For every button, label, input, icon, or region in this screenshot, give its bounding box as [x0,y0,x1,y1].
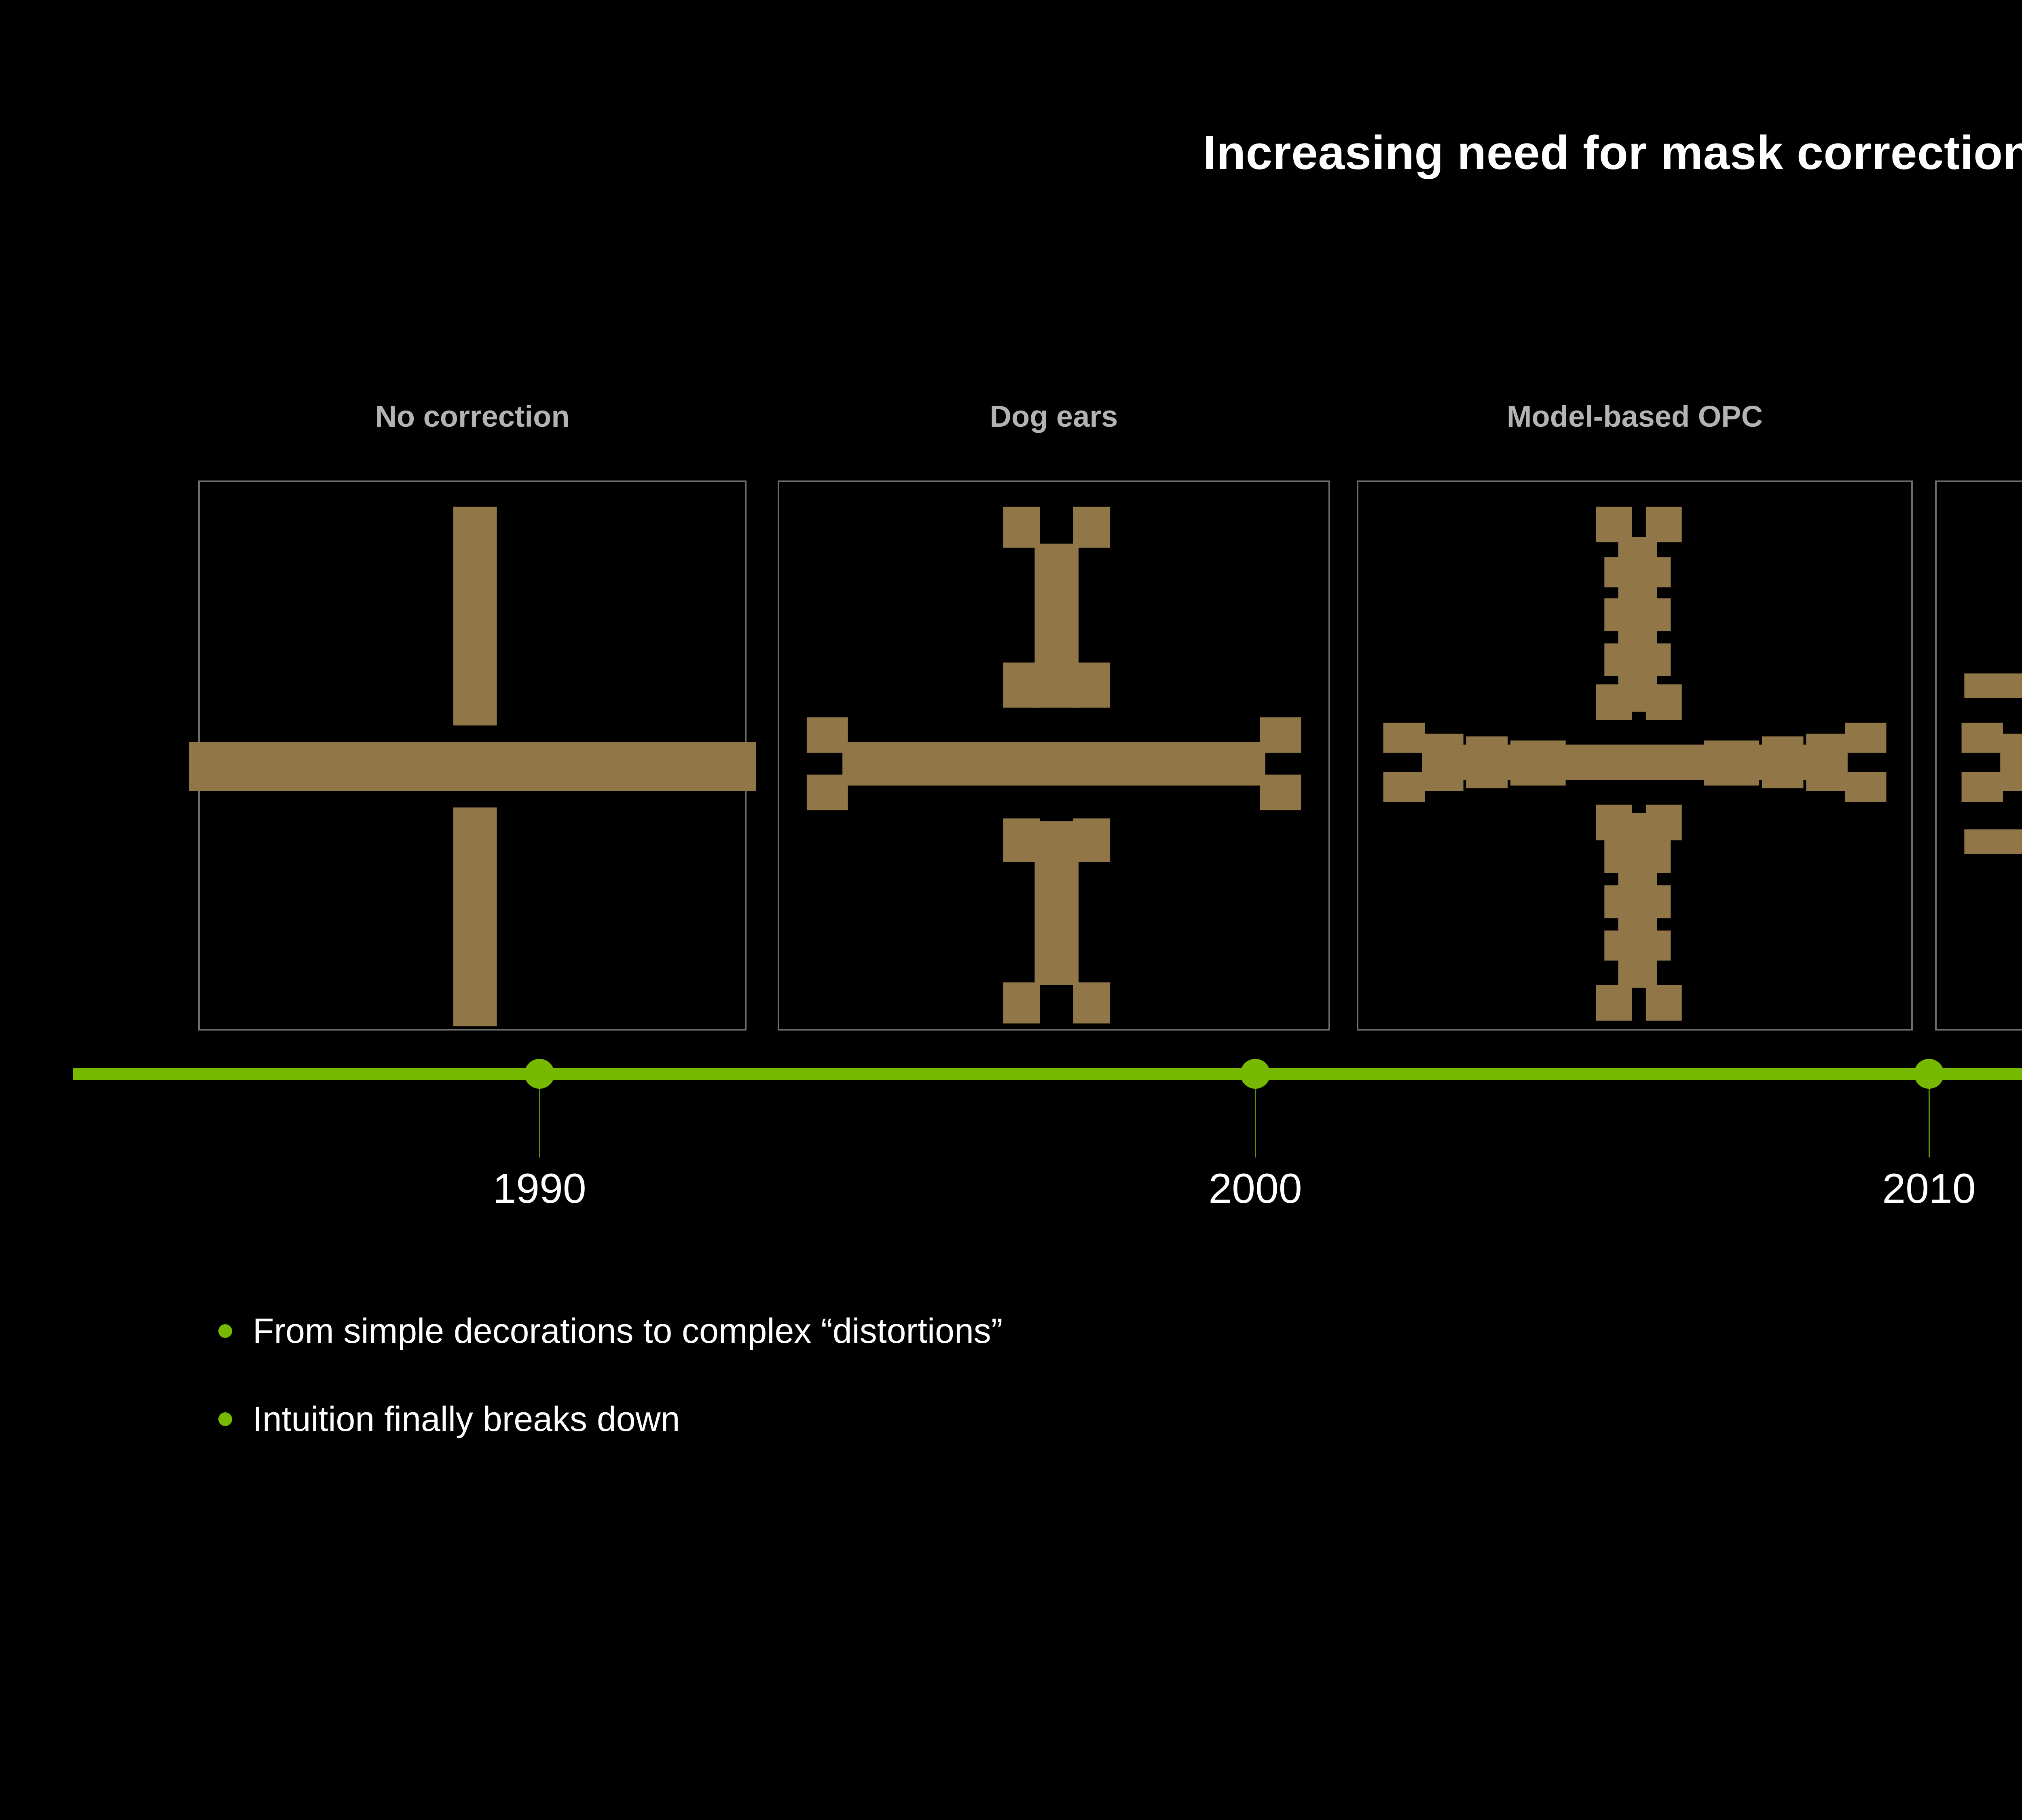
panel-header-opc-assist-features: OPC + rule-based assist features [1917,336,2022,400]
bullet-list: From simple decorations to complex “dist… [210,1310,2022,1487]
timeline-stem-2000 [1255,1089,1256,1158]
page-title: Increasing need for mask correction [1203,126,2022,180]
panel-header-no-correction: No correction [375,400,570,433]
fragmented-cross-with-srafs-shape [1961,673,2022,854]
panel-header-line-2: assist features [1917,368,2022,400]
timeline: 1990 2000 2010 2020 [0,1035,2022,1212]
bullet-text: Intuition finally breaks down [253,1400,680,1439]
list-item: From simple decorations to complex “dist… [210,1310,2022,1352]
timeline-year-1990: 1990 [493,1165,586,1212]
timeline-marker-2010 [1914,1059,1944,1089]
timeline-year-2010: 2010 [1882,1165,1976,1212]
bullet-dot-icon [218,1324,232,1338]
mask-panel-opc-assist-features [1935,480,2022,1031]
timeline-marker-2000 [1240,1059,1270,1089]
fragmented-cross-shape [1383,506,1887,1021]
mask-panel-dog-ears [778,480,1330,1031]
timeline-axis-line [73,1068,2022,1080]
bullet-dot-icon [218,1412,232,1426]
mask-panel-model-based-opc [1357,480,1913,1031]
simple-cross-shape [189,506,756,1026]
timeline-marker-1990 [525,1059,554,1089]
mask-panel-no-correction [189,480,756,1031]
list-item: Intuition finally breaks down [210,1399,2022,1440]
bullet-text: From simple decorations to complex “dist… [253,1312,1003,1350]
hammerhead-cross-shape [806,506,1301,1024]
panel-header-line-1: OPC + rule-based [1917,336,2022,368]
timeline-stem-2010 [1929,1089,1930,1158]
panel-header-model-based-opc: Model-based OPC [1506,400,1763,433]
timeline-year-2000: 2000 [1208,1165,1302,1212]
timeline-stem-1990 [539,1089,540,1158]
panel-header-dog-ears: Dog ears [990,400,1118,433]
